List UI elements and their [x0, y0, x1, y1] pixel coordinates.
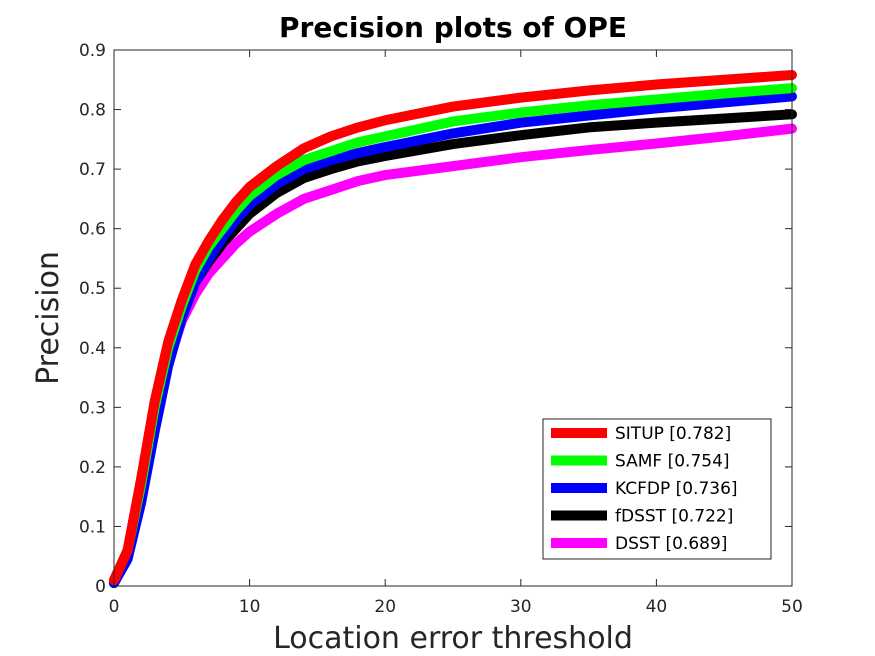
x-tick-label: 50	[781, 597, 803, 617]
chart-title: Precision plots of OPE	[279, 11, 627, 44]
plot-frame	[113, 49, 793, 587]
y-tick-label: 0.3	[79, 398, 106, 418]
legend-label-1: SAMF [0.754]	[615, 452, 730, 472]
legend-label-0: SITUP [0.782]	[615, 424, 731, 444]
legend-label-4: DSST [0.689]	[615, 534, 727, 554]
y-tick-label: 0.4	[79, 339, 106, 359]
y-tick-label: 0.7	[79, 160, 106, 180]
y-tick-label: 0.9	[79, 41, 106, 61]
series-line-0	[109, 70, 797, 586]
x-tick-label: 30	[510, 597, 532, 617]
y-tick-label: 0	[95, 577, 106, 597]
legend-label-3: fDSST [0.722]	[615, 507, 733, 527]
y-tick-label: 0.6	[79, 220, 106, 240]
legend: SITUP [0.782] SAMF [0.754] KCFDP [0.736] fD…	[542, 418, 772, 560]
x-tick-label: 0	[109, 597, 120, 617]
x-tick-label: 40	[646, 597, 668, 617]
y-tick-label: 0.8	[79, 101, 106, 121]
y-axis-label: Precision	[31, 251, 66, 385]
y-tick-label: 0.1	[79, 517, 106, 537]
x-tick-label: 10	[239, 597, 261, 617]
axis-ticks: 0 10 20 30 40 50 0 0.1 0.2 0.3 0.4 0.5 0.6 0.7 0.8 0.9	[79, 41, 803, 617]
y-tick-label: 0.5	[79, 279, 106, 299]
x-axis-label: Location error threshold	[273, 621, 633, 656]
y-tick-label: 0.2	[79, 458, 106, 478]
series-lines	[109, 70, 797, 589]
legend-label-2: KCFDP [0.736]	[615, 479, 738, 499]
x-tick-label: 20	[374, 597, 396, 617]
